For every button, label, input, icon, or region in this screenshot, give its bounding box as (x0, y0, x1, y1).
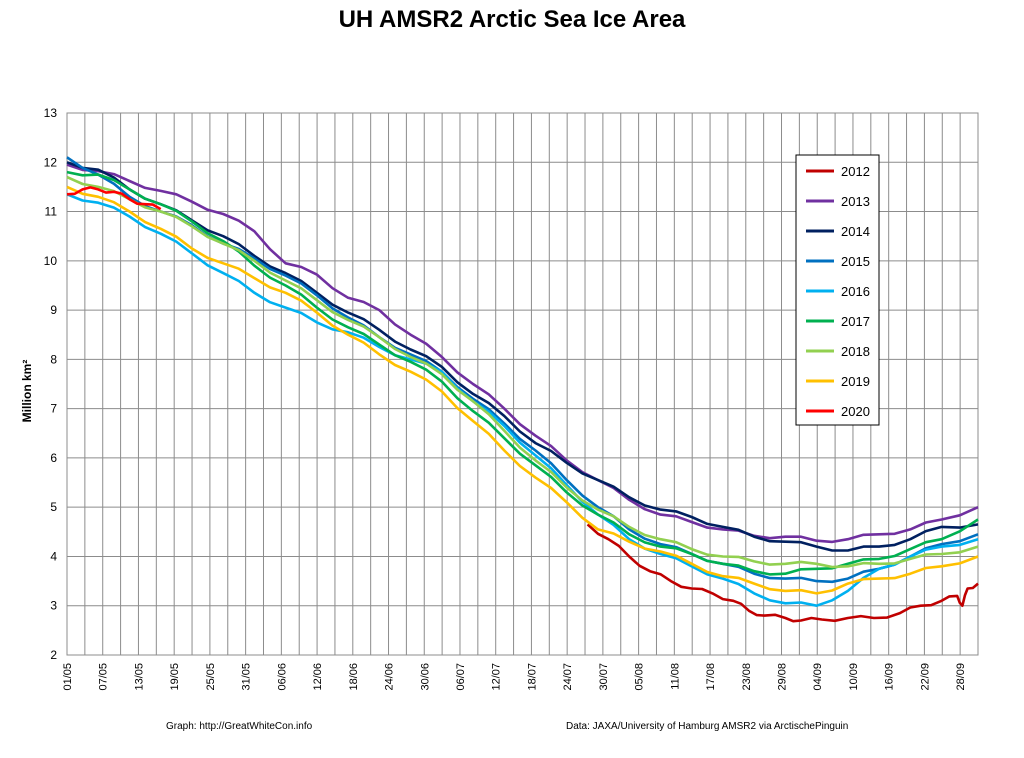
y-tick-label: 7 (50, 402, 57, 416)
series-line-2014 (66, 161, 979, 552)
legend-label-2020: 2020 (841, 404, 870, 419)
x-tick-label: 16/09 (884, 663, 896, 691)
x-tick-label: 07/05 (98, 663, 110, 691)
series-line-2012 (586, 523, 979, 623)
y-tick-label: 8 (50, 352, 57, 366)
series-line-2020 (66, 186, 162, 211)
x-tick-label: 22/09 (919, 663, 931, 691)
x-tick-label: 01/05 (62, 663, 74, 691)
x-tick-label: 11/08 (669, 663, 681, 690)
x-tick-label: 19/05 (169, 663, 181, 691)
x-tick-label: 24/06 (384, 663, 396, 691)
y-tick-label: 13 (44, 106, 58, 120)
y-tick-label: 10 (44, 254, 58, 268)
series-line-2017 (66, 170, 979, 576)
x-tick-label: 06/06 (276, 663, 288, 691)
y-tick-label: 11 (45, 205, 58, 219)
x-tick-label: 28/09 (955, 663, 967, 691)
legend-label-2018: 2018 (841, 344, 870, 359)
x-tick-label: 23/08 (741, 663, 753, 691)
x-tick-label: 24/07 (562, 663, 574, 691)
x-tick-label: 06/07 (455, 663, 467, 691)
x-tick-label: 12/07 (491, 663, 503, 691)
chart-title: UH AMSR2 Arctic Sea Ice Area (338, 6, 686, 33)
legend-label-2013: 2013 (841, 194, 870, 209)
series-line-2013 (66, 163, 979, 544)
y-tick-label: 12 (44, 155, 58, 169)
legend-label-2019: 2019 (841, 374, 870, 389)
y-tick-label: 6 (50, 451, 57, 465)
x-tick-label: 05/08 (634, 663, 646, 691)
x-tick-label: 18/06 (348, 663, 360, 691)
x-tick-label: 31/05 (241, 663, 253, 691)
x-tick-label: 30/06 (419, 663, 431, 691)
x-tick-label: 29/08 (777, 663, 789, 691)
legend-label-2017: 2017 (841, 314, 870, 329)
y-tick-label: 3 (50, 599, 57, 613)
y-tick-label: 2 (50, 648, 57, 662)
x-tick-label: 04/09 (812, 663, 824, 691)
series-line-2019 (66, 185, 979, 595)
x-tick-label: 12/06 (312, 663, 324, 691)
data-credit: Data: JAXA/University of Hamburg AMSR2 v… (566, 721, 849, 732)
series-line-2016 (66, 193, 979, 608)
series-line-2018 (66, 175, 979, 569)
y-tick-label: 5 (50, 500, 57, 514)
x-tick-label: 25/05 (205, 663, 217, 691)
y-tick-label: 9 (50, 303, 57, 317)
graph-credit: Graph: http://GreatWhiteCon.info (166, 721, 313, 732)
legend-label-2016: 2016 (841, 284, 870, 299)
legend-label-2015: 2015 (841, 254, 870, 269)
y-tick-label: 4 (50, 549, 57, 563)
x-tick-label: 10/09 (848, 663, 860, 691)
x-tick-label: 18/07 (526, 663, 538, 691)
plot-border (66, 112, 979, 656)
legend-label-2012: 2012 (841, 164, 870, 179)
x-tick-label: 17/08 (705, 663, 717, 691)
x-tick-label: 30/07 (598, 663, 610, 691)
legend-label-2014: 2014 (841, 224, 870, 239)
x-tick-label: 13/05 (133, 663, 145, 691)
